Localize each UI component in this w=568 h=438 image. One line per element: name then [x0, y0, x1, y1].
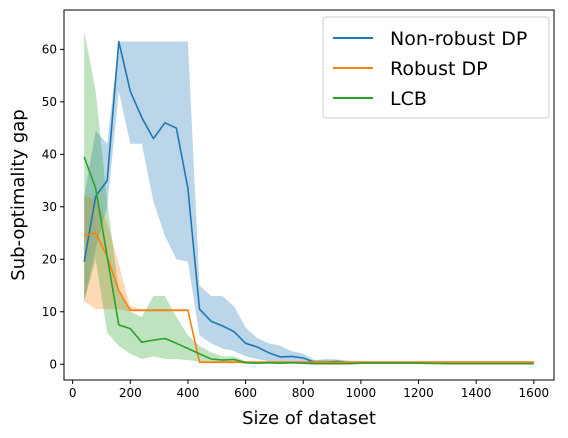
x-tick-label: 1400: [461, 386, 492, 400]
lcb-line: [83, 156, 534, 365]
legend-box: [322, 16, 550, 119]
x-tick-label: 0: [69, 386, 77, 400]
x-tick-label: 1000: [346, 386, 377, 400]
y-tick-label: 60: [42, 42, 57, 56]
y-tick-label: 30: [42, 200, 57, 214]
legend-label-robust-dp: Robust DP: [390, 58, 488, 80]
y-tick-label: 50: [42, 95, 57, 109]
plot-frame: [63, 9, 555, 381]
y-tick-label: 20: [42, 252, 57, 266]
x-tick-label: 200: [119, 386, 142, 400]
x-tick-label: 1200: [403, 386, 434, 400]
legend-label-non-robust-dp: Non-robust DP: [390, 28, 527, 50]
robust-dp-line: [84, 232, 534, 364]
series-lines: [83, 40, 534, 365]
legend: Non-robust DP Robust DP LCB: [322, 16, 550, 119]
y-tick-label: 0: [49, 357, 57, 371]
y-tick-label: 40: [42, 147, 57, 161]
y-tick-label: 10: [42, 305, 57, 319]
y-axis-label: Sub-optimality gap: [8, 109, 29, 280]
x-tick-label: 800: [292, 386, 315, 400]
legend-label-lcb: LCB: [390, 88, 427, 110]
x-axis-ticks: 0 200 400 600 800 1000 1200 1400 1600: [69, 380, 549, 400]
x-tick-label: 600: [234, 386, 257, 400]
x-axis-label: Size of dataset: [242, 408, 376, 429]
lcb-band: [84, 31, 534, 364]
y-axis-ticks: 0 10 20 30 40 50 60: [42, 42, 64, 371]
x-tick-label: 400: [176, 386, 199, 400]
x-tick-label: 1600: [519, 386, 550, 400]
